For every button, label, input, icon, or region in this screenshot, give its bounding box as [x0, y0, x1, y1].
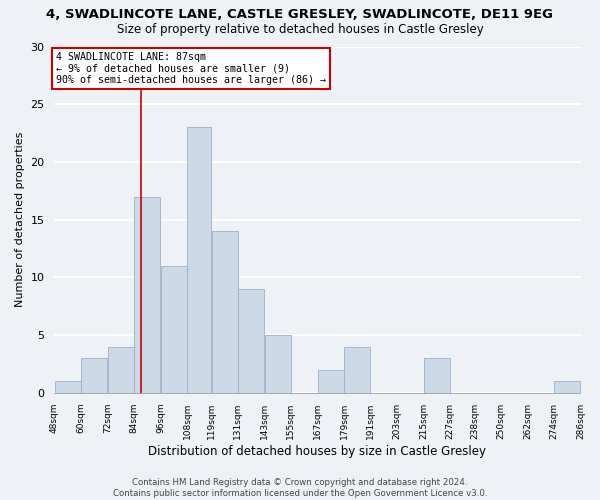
Bar — [108, 346, 134, 393]
X-axis label: Distribution of detached houses by size in Castle Gresley: Distribution of detached houses by size … — [148, 444, 487, 458]
Bar — [55, 382, 80, 393]
Bar — [212, 231, 238, 393]
Bar — [238, 289, 264, 393]
Bar — [187, 128, 211, 393]
Text: Size of property relative to detached houses in Castle Gresley: Size of property relative to detached ho… — [116, 22, 484, 36]
Text: 4 SWADLINCOTE LANE: 87sqm
← 9% of detached houses are smaller (9)
90% of semi-de: 4 SWADLINCOTE LANE: 87sqm ← 9% of detach… — [56, 52, 326, 86]
Bar — [554, 382, 580, 393]
Bar — [81, 358, 107, 393]
Bar — [134, 196, 160, 393]
Bar — [344, 346, 370, 393]
Bar — [318, 370, 344, 393]
Y-axis label: Number of detached properties: Number of detached properties — [15, 132, 25, 308]
Bar — [424, 358, 450, 393]
Text: 4, SWADLINCOTE LANE, CASTLE GRESLEY, SWADLINCOTE, DE11 9EG: 4, SWADLINCOTE LANE, CASTLE GRESLEY, SWA… — [47, 8, 554, 20]
Bar — [161, 266, 187, 393]
Text: Contains HM Land Registry data © Crown copyright and database right 2024.
Contai: Contains HM Land Registry data © Crown c… — [113, 478, 487, 498]
Bar — [265, 335, 290, 393]
